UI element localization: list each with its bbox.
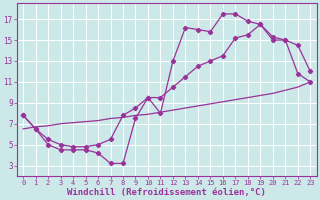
X-axis label: Windchill (Refroidissement éolien,°C): Windchill (Refroidissement éolien,°C) [67,188,266,197]
